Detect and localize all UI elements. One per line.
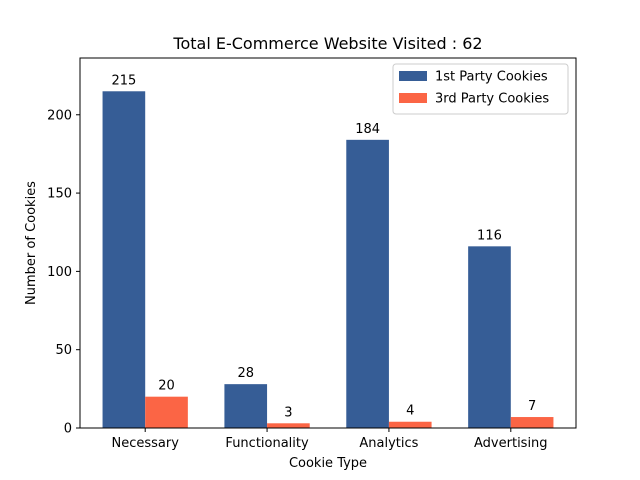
x-tick-label: Analytics [359,436,418,451]
bar-first-party-analytics [346,139,389,428]
bar-first-party-necessary [102,91,146,428]
bar-first-party-advertising [468,246,511,428]
bar-value-label: 116 [477,228,502,243]
bar-third-party-necessary [145,396,188,428]
bar-value-label: 7 [528,399,536,414]
y-tick-label: 0 [64,422,72,437]
bar-third-party-analytics [388,421,432,428]
bar-third-party-advertising [510,417,554,428]
plot-frame [79,57,577,429]
x-tick-label: Advertising [474,436,548,451]
x-tick-label: Functionality [225,436,309,451]
bar-value-label: 184 [355,122,380,137]
bar-value-label: 215 [111,73,136,88]
legend: 1st Party Cookies 3rd Party Cookies [392,63,569,115]
legend-label: 1st Party Cookies [435,70,548,85]
x-tick-label: Necessary [111,436,179,451]
y-tick-label: 200 [47,108,72,123]
bar-value-label: 28 [237,366,254,381]
y-tick-label: 50 [55,343,72,358]
legend-swatch [399,93,427,103]
bar-value-label: 3 [284,405,292,420]
y-tick-label: 150 [47,187,72,202]
legend-label: 3rd Party Cookies [435,92,549,107]
x-axis-title: Cookie Type [289,456,367,471]
legend-swatch [399,71,427,81]
bar-first-party-functionality [224,384,268,428]
bar-value-label: 20 [158,379,175,394]
plot-area: 215 28 184 116 20 3 4 7 Necessary Functionality An… [47,73,554,451]
legend-frame [392,63,569,115]
y-tick-label: 100 [47,265,72,280]
bar-value-label: 4 [406,404,414,419]
y-axis-title: Number of Cookies [24,181,39,305]
bar-third-party-functionality [267,423,310,428]
chart-title: Total E-Commerce Website Visited : 62 [172,34,482,53]
